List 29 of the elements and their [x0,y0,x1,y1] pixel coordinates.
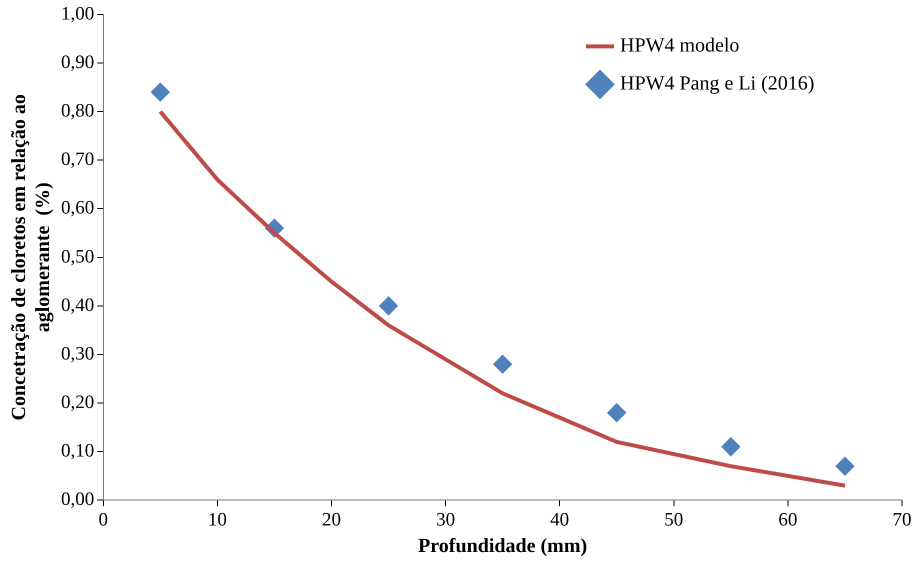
point [379,296,398,316]
legend-label: HPW4 modelo [620,34,740,57]
point [150,82,170,102]
point [493,354,512,374]
x-tick-label: 50 [664,510,684,531]
y-tick-label: 0,40 [61,294,94,316]
y-tick-label: 0,60 [61,198,94,219]
x-tick-label: 10 [208,510,227,531]
x-tick-label: 60 [778,510,798,531]
point [721,437,740,456]
point [835,456,854,476]
y-tick-label: 0,20 [61,392,94,414]
y-tick-label: 0,50 [61,246,94,268]
x-tick-label: 30 [436,510,456,531]
x-tick-label: 40 [550,510,570,531]
x-axis-title: Profundidade (mm) [418,535,588,558]
x-tick-label: 20 [322,510,341,531]
y-tick-label: 0,10 [61,440,94,462]
x-tick-label: 70 [892,510,912,531]
y-tick-label: 0,80 [61,100,94,122]
y-axis-title: Concetração de cloretos em relação ao aglomerante (%) [8,94,54,420]
y-tick-label: 1,00 [61,3,94,24]
point [607,403,626,422]
y-tick-label: 0,30 [61,343,94,364]
y-tick-label: 0,70 [61,149,94,170]
legend-label: HPW4 Pang e Li (2016) [620,72,814,95]
x-tick-label: 0 [98,510,108,531]
y-tick-label: 0,00 [61,489,94,510]
y-tick-label: 0,90 [61,52,94,73]
